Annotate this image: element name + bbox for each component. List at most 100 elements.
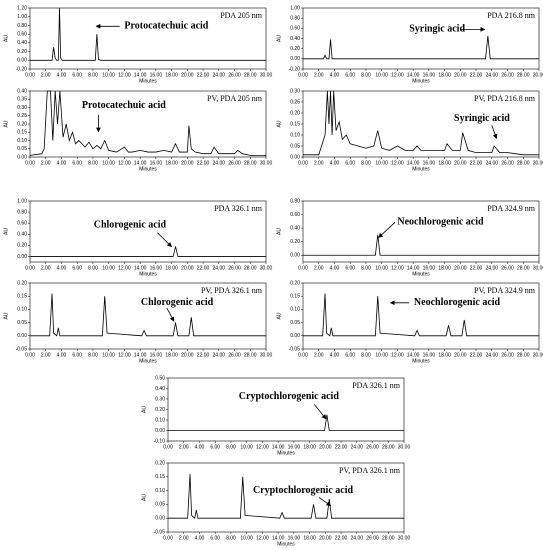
y-tick-label: 0.10 — [290, 132, 300, 138]
x-tick-label: 22.00 — [197, 160, 210, 166]
x-tick-label: 26.00 — [366, 444, 379, 450]
compound-annotation: Chlorogenic acid — [141, 297, 214, 308]
x-axis-label: Minutes — [139, 78, 157, 84]
x-tick-label: 26.00 — [228, 160, 241, 166]
x-tick-label: 30.00 — [533, 352, 543, 358]
y-tick-label: 0.80 — [290, 15, 300, 21]
y-tick-label: -0.10 — [154, 438, 166, 444]
x-tick-label: 20.00 — [181, 72, 194, 78]
x-axis-label: Minutes — [139, 166, 157, 172]
x-tick-label: 10.00 — [375, 160, 388, 166]
x-tick-label: 12.00 — [118, 352, 131, 358]
x-tick-label: 26.00 — [366, 535, 379, 541]
chromatogram-line — [303, 293, 539, 337]
x-tick-label: 8.00 — [361, 160, 371, 166]
annotation-arrow — [166, 307, 175, 322]
x-tick-label: 10.00 — [375, 72, 388, 78]
compound-annotation: Syringic acid — [454, 113, 510, 124]
x-tick-label: 26.00 — [501, 352, 514, 358]
annotation-arrow — [378, 222, 396, 238]
x-tick-label: 4.00 — [195, 535, 205, 541]
y-tick-label: 0.80 — [17, 23, 27, 29]
x-tick-label: 14.00 — [407, 72, 420, 78]
x-tick-label: 8.00 — [88, 160, 98, 166]
x-tick-label: 26.00 — [501, 72, 514, 78]
y-tick-label: 0.60 — [17, 31, 27, 37]
plot-frame — [29, 7, 267, 70]
x-tick-label: 30.00 — [398, 444, 411, 450]
x-tick-label: 30.00 — [398, 535, 411, 541]
y-tick-label: 0.40 — [290, 225, 300, 231]
x-tick-label: 2.00 — [41, 72, 51, 78]
x-tick-label: 14.00 — [407, 160, 420, 166]
panel-title: PDA 205 nm — [220, 11, 263, 20]
x-tick-label: 18.00 — [303, 535, 316, 541]
y-tick-label: 0.30 — [17, 105, 27, 111]
x-tick-label: 14.00 — [134, 72, 147, 78]
chromatogram-line — [303, 234, 539, 256]
chromatogram-line — [30, 293, 266, 337]
y-tick-label: 0.40 — [17, 232, 27, 238]
x-tick-label: 8.00 — [226, 535, 236, 541]
x-tick-label: 8.00 — [88, 352, 98, 358]
x-tick-label: 0.00 — [298, 265, 308, 271]
x-tick-label: 20.00 — [454, 352, 467, 358]
x-tick-label: 28.00 — [244, 160, 257, 166]
x-tick-label: 20.00 — [181, 352, 194, 358]
x-tick-label: 26.00 — [228, 265, 241, 271]
x-tick-label: 14.00 — [272, 444, 285, 450]
y-axis-label: AU — [276, 35, 282, 42]
x-tick-label: 12.00 — [118, 72, 131, 78]
y-axis-label: AU — [276, 120, 282, 127]
panel-title: PV, PDA 326.1 nm — [201, 286, 263, 295]
annotation-arrow — [314, 404, 327, 420]
x-tick-label: 16.00 — [423, 352, 436, 358]
y-axis-label: AU — [141, 406, 147, 413]
x-tick-label: 20.00 — [454, 72, 467, 78]
x-tick-label: 22.00 — [470, 352, 483, 358]
x-tick-label: 12.00 — [256, 444, 269, 450]
x-axis-label: Minutes — [412, 166, 430, 172]
panel-title: PV, PDA 324.9 nm — [474, 286, 536, 295]
chromatogram-line — [30, 7, 266, 61]
x-tick-label: 6.00 — [72, 265, 82, 271]
x-tick-label: 8.00 — [361, 352, 371, 358]
x-tick-label: 22.00 — [335, 444, 348, 450]
y-tick-label: 0.15 — [290, 121, 300, 127]
panel-title: PV, PDA 205 nm — [207, 94, 263, 103]
y-tick-label: 0.20 — [290, 46, 300, 52]
x-tick-label: 12.00 — [391, 352, 404, 358]
y-tick-label: 1.00 — [17, 198, 27, 204]
x-tick-label: 0.00 — [298, 160, 308, 166]
y-tick-label: 0.50 — [155, 375, 165, 381]
x-tick-label: 16.00 — [150, 265, 163, 271]
x-axis-label: Minutes — [139, 358, 157, 364]
x-tick-label: 4.00 — [330, 265, 340, 271]
y-axis-label: AU — [141, 494, 147, 501]
y-tick-label: 0.80 — [290, 198, 300, 204]
x-tick-label: 0.00 — [25, 265, 35, 271]
y-tick-label: -0.05 — [16, 346, 28, 352]
x-tick-label: 16.00 — [423, 160, 436, 166]
y-tick-label: -0.20 — [289, 66, 301, 72]
y-axis-label: AU — [276, 312, 282, 319]
x-tick-label: 30.00 — [260, 72, 273, 78]
y-tick-label: 0.20 — [155, 460, 165, 466]
y-tick-label: 0.00 — [17, 58, 27, 64]
x-tick-label: 4.00 — [330, 352, 340, 358]
x-axis-label: Minutes — [412, 271, 430, 277]
compound-annotation: Protocatechuic acid — [124, 21, 208, 32]
y-tick-label: 0.35 — [17, 97, 27, 103]
x-tick-label: 0.00 — [298, 352, 308, 358]
x-tick-label: 8.00 — [361, 72, 371, 78]
x-tick-label: 0.00 — [163, 444, 173, 450]
x-tick-label: 14.00 — [134, 265, 147, 271]
x-tick-label: 16.00 — [423, 265, 436, 271]
x-tick-label: 14.00 — [272, 535, 285, 541]
x-tick-label: 4.00 — [195, 444, 205, 450]
x-axis-label: Minutes — [412, 78, 430, 84]
x-tick-label: 26.00 — [501, 160, 514, 166]
y-tick-label: 0.80 — [17, 209, 27, 215]
x-tick-label: 16.00 — [423, 72, 436, 78]
